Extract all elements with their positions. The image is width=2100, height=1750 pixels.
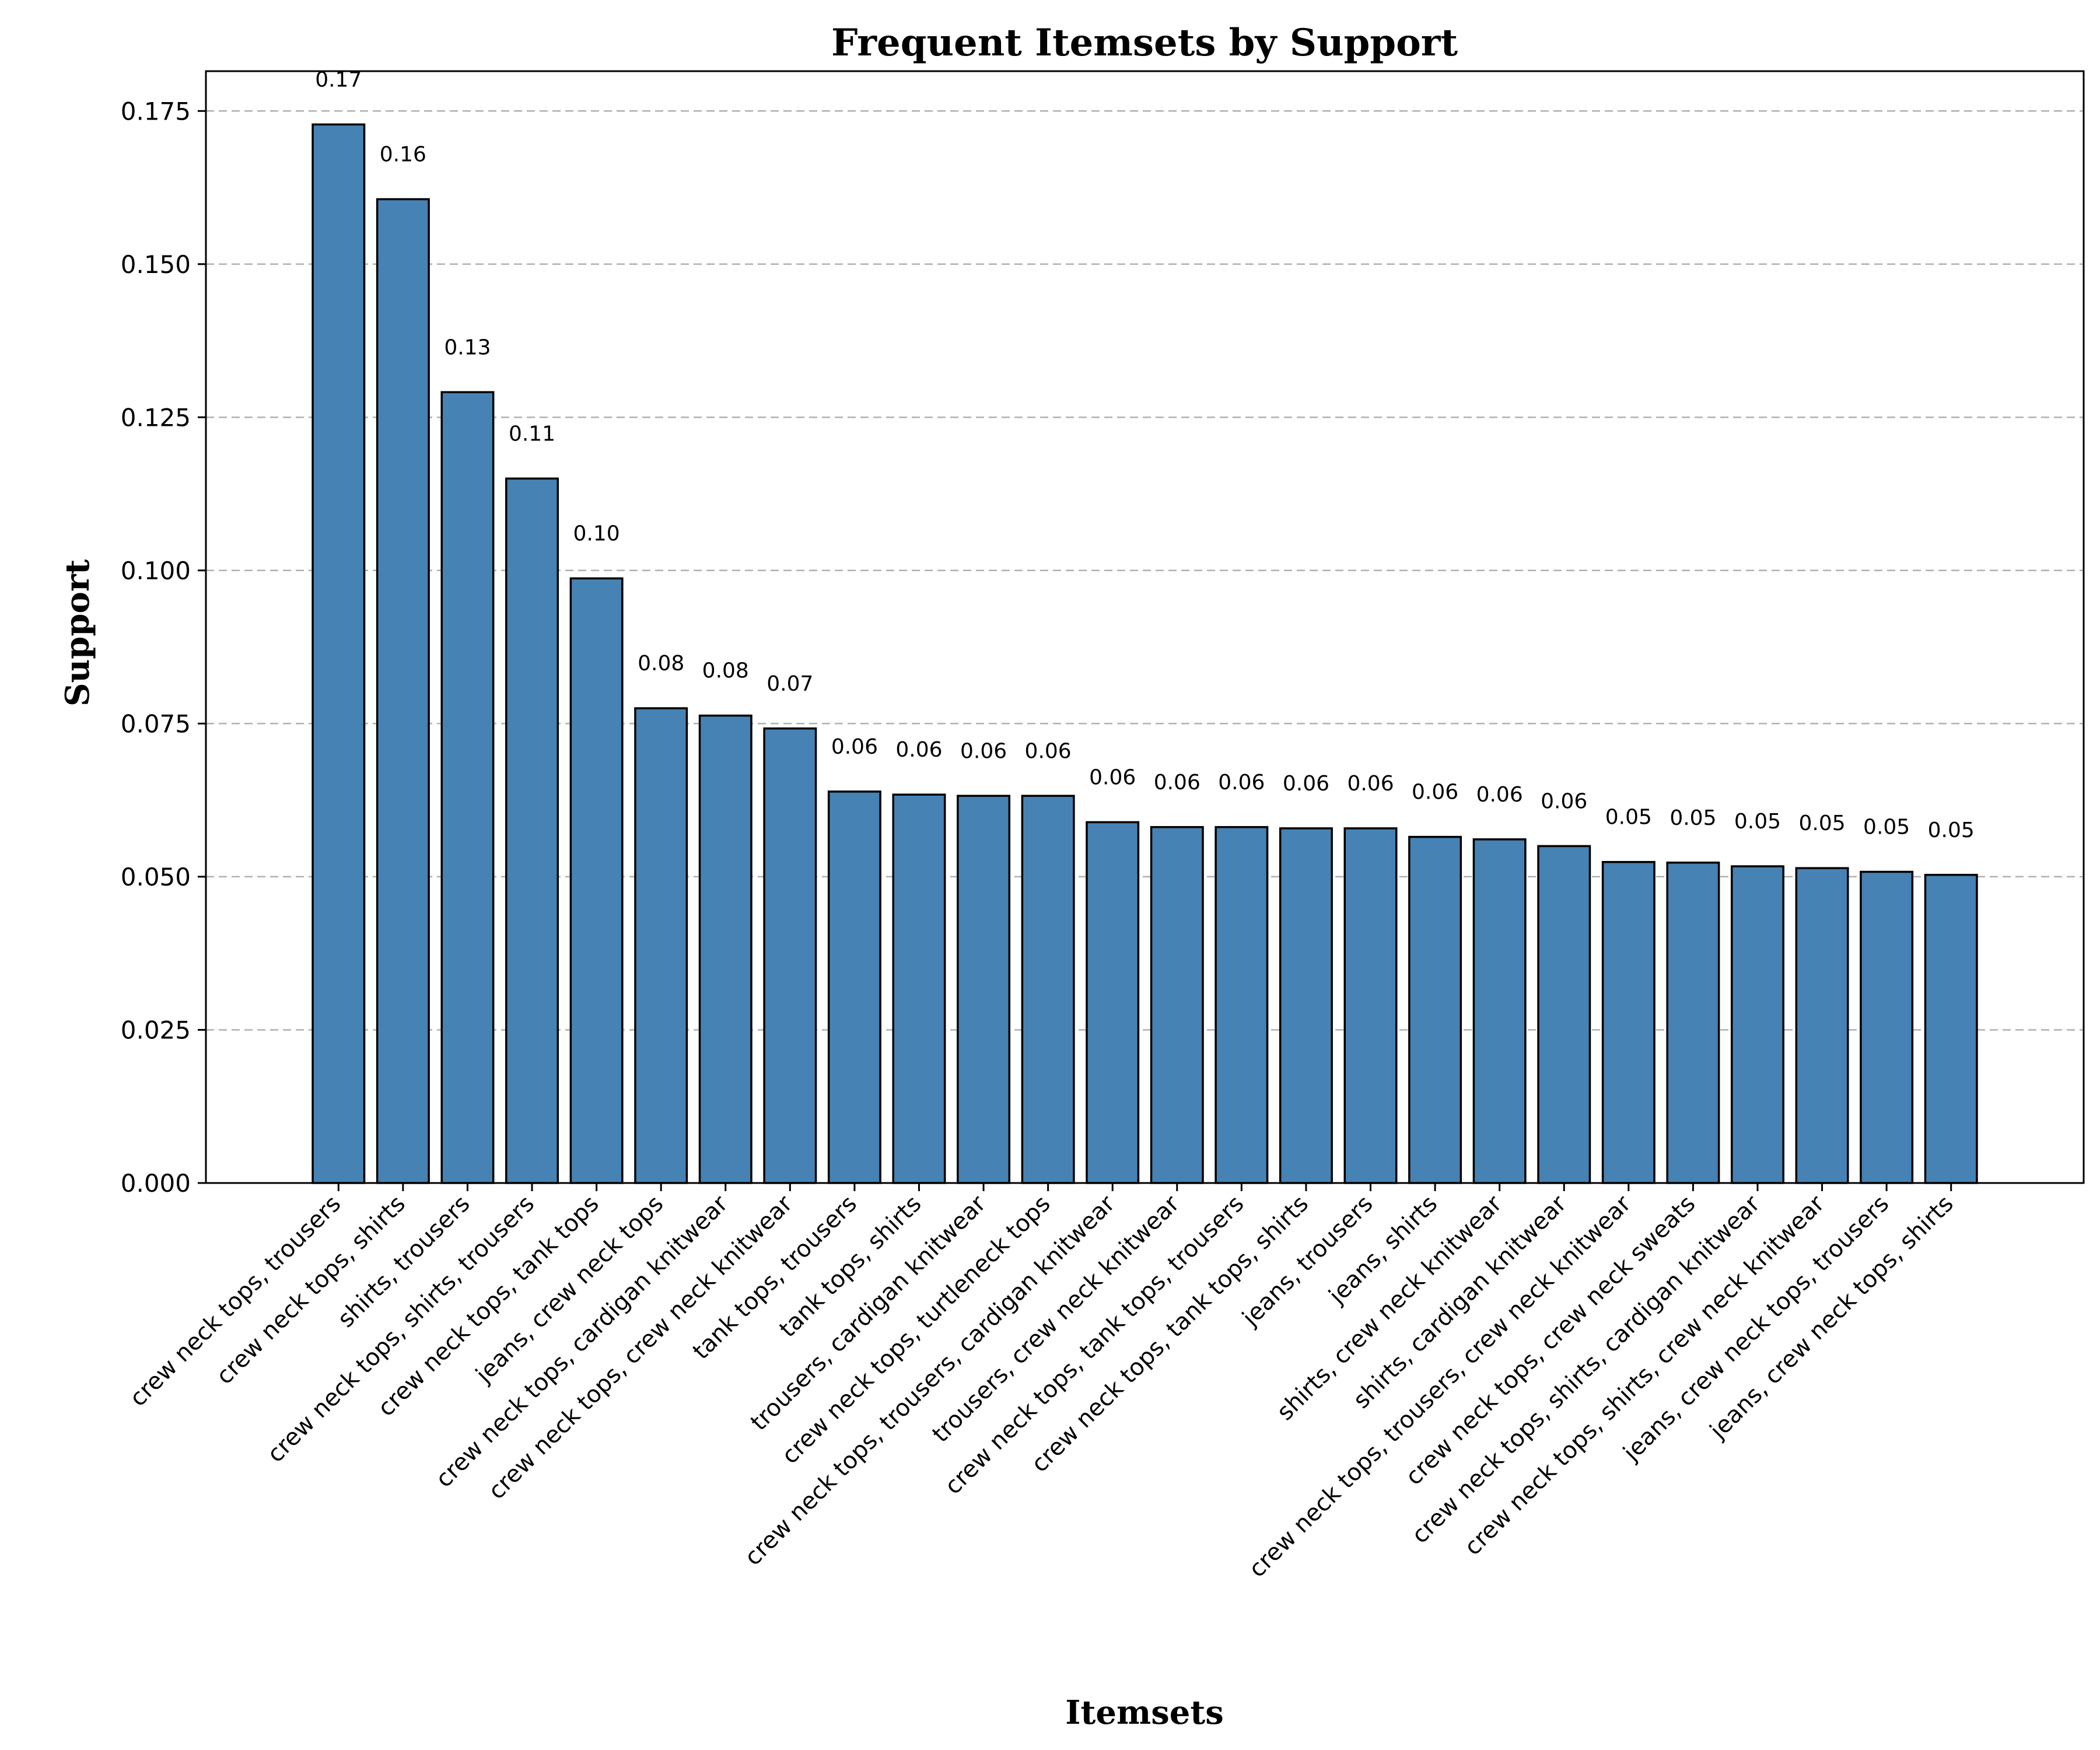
bars bbox=[312, 123, 1978, 1184]
bar bbox=[1408, 835, 1462, 1184]
bar bbox=[1214, 826, 1269, 1184]
y-tick-label: 0.175 bbox=[121, 97, 191, 125]
bar-value-label: 0.05 bbox=[1670, 806, 1716, 830]
bar bbox=[440, 391, 495, 1184]
y-tick-label: 0.125 bbox=[121, 403, 191, 432]
bar-value-label: 0.06 bbox=[1476, 783, 1523, 807]
bar-value-label: 0.10 bbox=[573, 522, 620, 546]
bar bbox=[1795, 867, 1849, 1184]
bar bbox=[312, 123, 366, 1184]
y-tick-label: 0.025 bbox=[121, 1016, 191, 1044]
bar-value-label: 0.06 bbox=[960, 739, 1007, 763]
bar bbox=[1924, 874, 1978, 1184]
bar-value-label: 0.06 bbox=[1541, 789, 1587, 813]
bar-value-label: 0.07 bbox=[766, 672, 813, 696]
bar bbox=[1343, 827, 1398, 1184]
plot-frame bbox=[205, 70, 2085, 1184]
bar-value-label: 0.06 bbox=[895, 738, 942, 762]
bar-value-label: 0.05 bbox=[1863, 816, 1910, 839]
y-axis: 0.000 0.025 0.050 0.075 0.100 0.125 0.150 0.175 bbox=[121, 97, 206, 1198]
bar bbox=[957, 794, 1011, 1184]
bar bbox=[1666, 862, 1720, 1184]
bar bbox=[1472, 838, 1527, 1184]
bar-value-label: 0.16 bbox=[380, 142, 426, 166]
bar bbox=[892, 793, 946, 1184]
y-tick-label: 0.000 bbox=[121, 1169, 191, 1198]
bar-value-label: 0.06 bbox=[1412, 780, 1458, 804]
bar-value-label: 0.06 bbox=[831, 735, 878, 759]
bar bbox=[1601, 860, 1656, 1184]
bar-value-label: 0.13 bbox=[444, 335, 491, 359]
bar-value-label: 0.05 bbox=[1734, 810, 1781, 834]
bar bbox=[827, 790, 881, 1184]
bar-value-label: 0.06 bbox=[1025, 739, 1072, 763]
value-labels: 0.170.160.130.110.100.08 0.080.070.06 0.06… bbox=[315, 68, 1975, 842]
bar-value-label: 0.06 bbox=[1089, 765, 1136, 789]
bar-value-label: 0.08 bbox=[702, 659, 749, 683]
bar bbox=[763, 727, 817, 1184]
bar bbox=[1150, 826, 1204, 1184]
bar bbox=[698, 714, 752, 1184]
y-tick-label: 0.150 bbox=[121, 250, 191, 279]
bar-value-label: 0.05 bbox=[1605, 806, 1652, 830]
bar bbox=[569, 577, 624, 1184]
bar bbox=[1086, 821, 1140, 1184]
bar-value-label: 0.05 bbox=[1798, 811, 1845, 835]
bar bbox=[1860, 870, 1914, 1184]
bar bbox=[1537, 845, 1591, 1184]
bar-value-label: 0.11 bbox=[509, 422, 555, 446]
y-tick-label: 0.050 bbox=[121, 863, 191, 891]
bar-value-label: 0.08 bbox=[638, 652, 684, 676]
bar bbox=[1730, 865, 1784, 1184]
bar bbox=[505, 477, 559, 1184]
bar-value-label: 0.06 bbox=[1154, 771, 1200, 794]
y-tick-label: 0.075 bbox=[121, 709, 191, 738]
bar-value-label: 0.06 bbox=[1283, 772, 1329, 796]
bar bbox=[634, 707, 688, 1184]
bar bbox=[1021, 794, 1075, 1184]
x-axis-label: Itemsets bbox=[1065, 1693, 1224, 1732]
chart-title: Frequent Itemsets by Support bbox=[831, 21, 1458, 65]
bar bbox=[1279, 827, 1333, 1184]
bar bbox=[376, 198, 430, 1184]
bar-value-label: 0.06 bbox=[1347, 772, 1394, 796]
y-tick-label: 0.100 bbox=[121, 556, 191, 585]
bar-value-label: 0.05 bbox=[1928, 818, 1975, 842]
bar-value-label: 0.06 bbox=[1218, 771, 1265, 794]
y-axis-label: Support bbox=[58, 559, 97, 706]
